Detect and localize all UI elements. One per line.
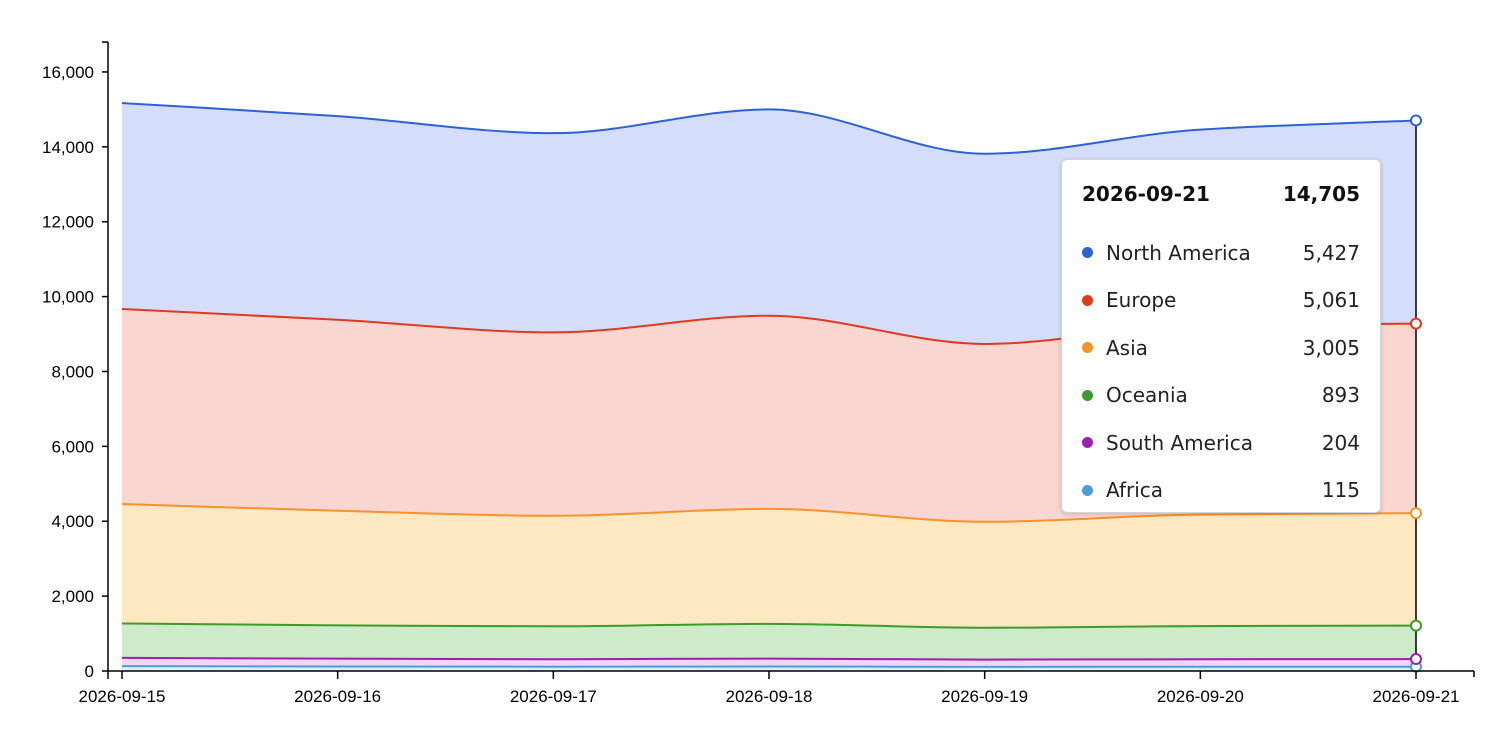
line-south-america	[121, 656, 1417, 661]
tooltip-header: 2026-09-21 14,705	[1082, 182, 1360, 212]
legend-dot-icon	[1082, 484, 1093, 496]
hover-tooltip: 2026-09-21 14,705 North America 5,427 Euro…	[1061, 159, 1381, 513]
line-africa	[121, 665, 1416, 668]
y-tick-label: 14,000	[42, 138, 94, 157]
x-tick-label: 2026-09-15	[79, 687, 166, 706]
line-oceania	[121, 622, 1417, 629]
y-axis: 0 2,000 4,000 6,000 8,000 10,000 12,000 14,000 1…	[42, 41, 109, 681]
hover-markers	[1410, 114, 1422, 673]
tooltip-row: South America 204	[1082, 419, 1360, 467]
marker-north-america	[1410, 114, 1422, 127]
tooltip-series-name: Africa	[1106, 478, 1164, 503]
legend-dot-icon	[1082, 437, 1093, 449]
legend-dot-icon	[1082, 389, 1093, 401]
tooltip-row: Asia 3,005	[1082, 324, 1360, 372]
tooltip-series-value: 5,061	[1302, 288, 1360, 313]
y-tick-label: 16,000	[42, 63, 94, 82]
tooltip-series-value: 115	[1321, 478, 1360, 503]
x-tick-label: 2026-09-21	[1373, 687, 1460, 706]
area-asia	[122, 504, 1416, 628]
area-oceania	[122, 623, 1416, 660]
tooltip-total: 14,705	[1282, 182, 1360, 206]
y-tick-label: 12,000	[42, 213, 94, 232]
x-tick-label: 2026-09-18	[726, 687, 813, 706]
y-tick-label: 10,000	[42, 288, 94, 307]
y-tick-label: 8,000	[51, 362, 94, 381]
tooltip-series-name: Europe	[1106, 288, 1177, 313]
tooltip-series-value: 5,427	[1302, 240, 1360, 265]
line-asia	[121, 503, 1417, 523]
tooltip-row: Oceania 893	[1082, 372, 1360, 420]
tooltip-series-value: 204	[1321, 430, 1360, 455]
legend-dot-icon	[1082, 247, 1093, 259]
tooltip-series-value: 3,005	[1302, 335, 1360, 360]
y-tick-label: 0	[85, 662, 94, 681]
tooltip-series-name: South America	[1106, 430, 1253, 455]
y-tick-label: 6,000	[51, 437, 94, 456]
marker-south-america	[1410, 653, 1422, 666]
tooltip-row: North America 5,427	[1082, 229, 1360, 277]
legend-dot-icon	[1082, 342, 1093, 354]
tooltip-row: Europe 5,061	[1082, 277, 1360, 325]
marker-europe	[1410, 317, 1422, 330]
tooltip-series-name: Asia	[1106, 335, 1148, 360]
x-axis: 2026-09-15 2026-09-16 2026-09-17 2026-09-18…	[79, 670, 1475, 706]
x-tick-label: 2026-09-17	[510, 687, 597, 706]
marker-oceania	[1410, 619, 1422, 632]
y-tick-label: 2,000	[51, 587, 94, 606]
line-north-america	[121, 102, 1417, 155]
tooltip-rows: North America 5,427 Europe 5,061 Asia 3,005 Oc…	[1082, 229, 1360, 514]
legend-dot-icon	[1082, 294, 1093, 306]
x-tick-label: 2026-09-19	[941, 687, 1028, 706]
y-tick-label: 4,000	[51, 512, 94, 531]
tooltip-series-name: Oceania	[1106, 383, 1188, 408]
marker-asia	[1410, 507, 1422, 520]
x-tick-label: 2026-09-20	[1157, 687, 1244, 706]
tooltip-date: 2026-09-21	[1082, 182, 1210, 206]
tooltip-series-value: 893	[1321, 383, 1360, 408]
tooltip-series-name: North America	[1106, 240, 1251, 265]
tooltip-row: Africa 115	[1082, 467, 1360, 515]
x-tick-label: 2026-09-16	[294, 687, 381, 706]
